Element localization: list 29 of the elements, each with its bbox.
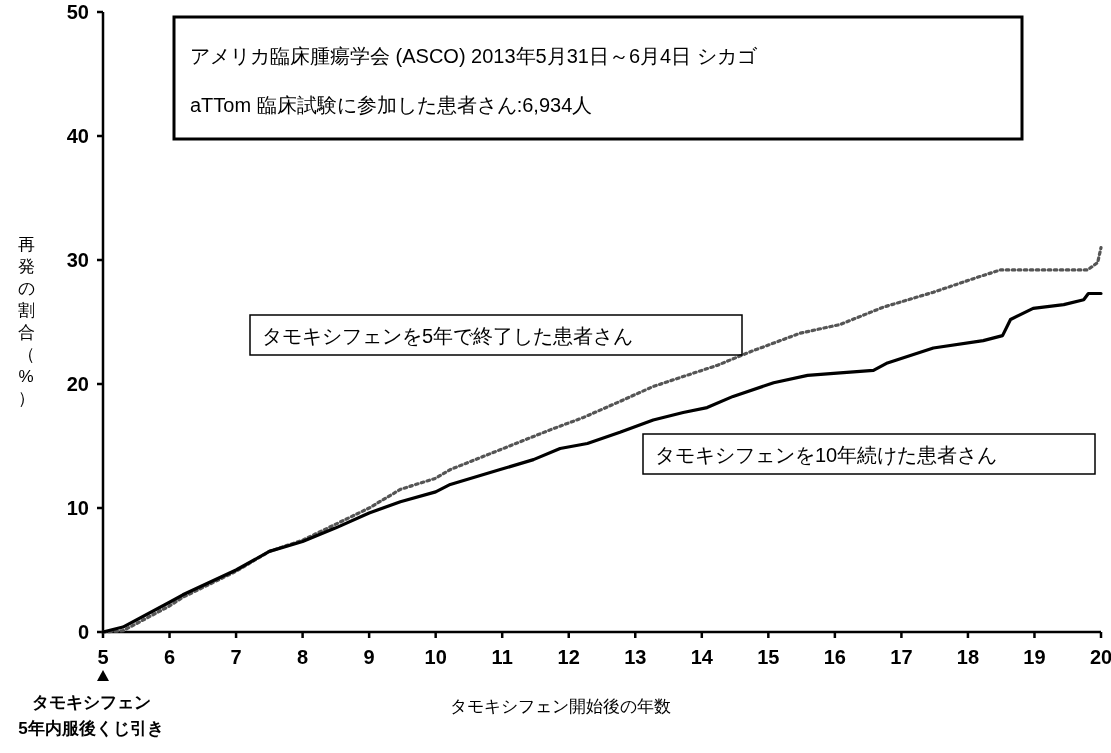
- x-tick-label: 19: [1023, 646, 1046, 668]
- x-tick-label: 11: [491, 646, 513, 668]
- x-tick-label: 13: [624, 646, 647, 668]
- x-tick-label: 14: [690, 646, 714, 668]
- x-tick-label: 9: [363, 646, 375, 668]
- x-tick-label: 15: [757, 646, 780, 668]
- x-tick-label: 7: [230, 646, 242, 668]
- y-tick-label: 30: [66, 249, 89, 271]
- x-axis-title: タモキシフェン開始後の年数: [449, 697, 671, 716]
- text: タモキシフェンを5年で終了した患者さん: [262, 325, 634, 347]
- series-label: タモキシフェンを10年続けた患者さん: [655, 444, 998, 466]
- y-tick-label: 10: [66, 497, 89, 519]
- y-tick-label: 50: [66, 1, 89, 23]
- x-tick-label: 10: [424, 646, 447, 668]
- x-tick-label: 20: [1089, 646, 1111, 668]
- x-tick-label: 12: [557, 646, 580, 668]
- x-tick-label: 6: [163, 646, 176, 668]
- x-tick-label: 17: [890, 646, 913, 668]
- y-tick-label: 20: [66, 373, 89, 395]
- x-tick-label: 8: [297, 646, 309, 668]
- text: アメリカ臨床腫瘍学会 (ASCO) 2013年5月31日～6月4日 シカゴ: [190, 45, 758, 67]
- x-tick-label: 18: [956, 646, 980, 668]
- y-tick-label: 40: [66, 125, 89, 147]
- x-tick-label: 16: [823, 646, 846, 668]
- y-tick-label: 0: [77, 621, 89, 643]
- x-tick-label: 5: [97, 646, 109, 668]
- text: aTTom 臨床試験に参加した患者さん:6,934人: [190, 94, 593, 116]
- y-axis-title: 再発の割合（%）: [17, 235, 35, 408]
- text: タモキシフェン 5年内服後くじ引き: [18, 693, 164, 738]
